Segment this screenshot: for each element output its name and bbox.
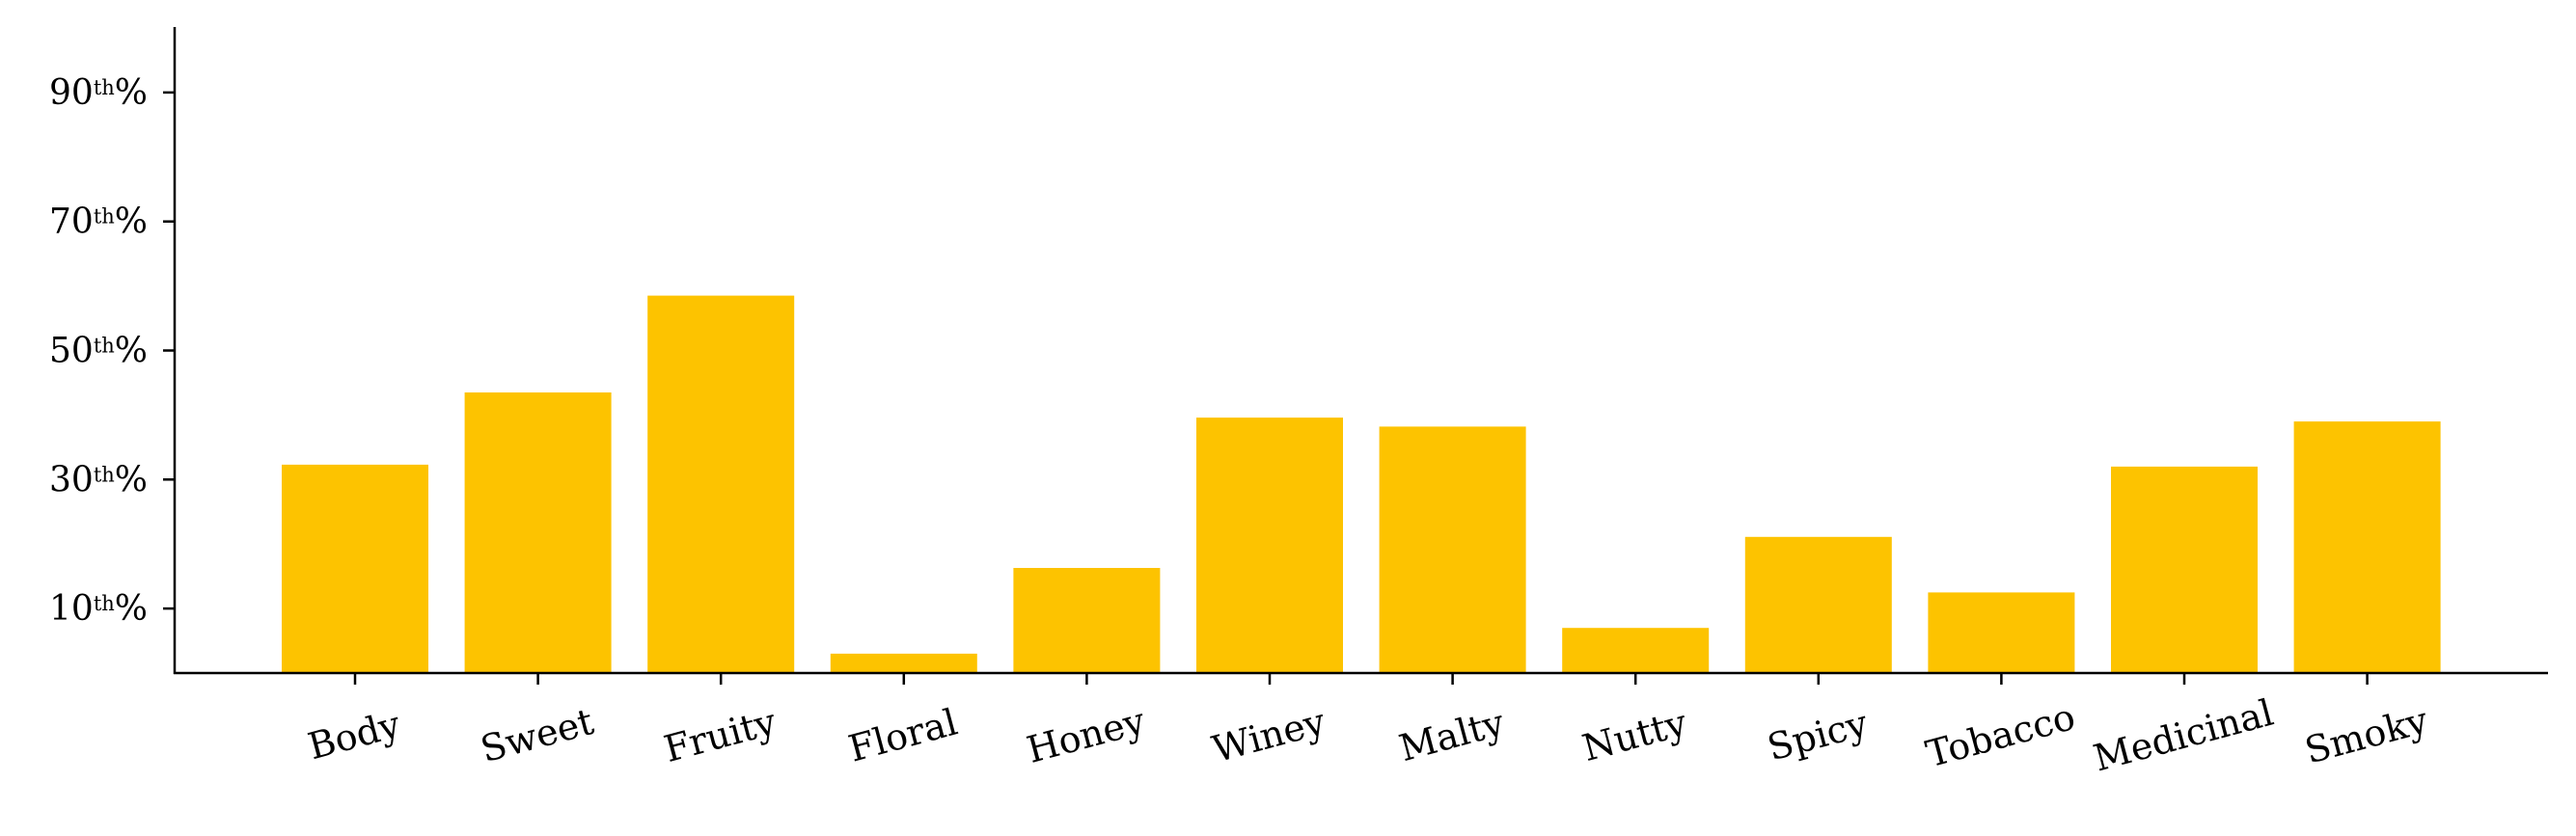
bar-tobacco <box>1928 592 2075 673</box>
y-tick-label: 70th% <box>49 202 148 242</box>
bar-smoky <box>2293 421 2441 673</box>
x-tick-label-fruity: Fruity <box>660 700 781 770</box>
x-tick-label-tobacco: Tobacco <box>1922 695 2080 775</box>
x-tick-label-sweet: Sweet <box>477 700 598 770</box>
bar-medicinal <box>2111 466 2258 673</box>
x-tick-label-spicy: Spicy <box>1763 702 1873 769</box>
bar-fruity <box>647 295 795 673</box>
x-ticks: Body Sweet Fruity Floral Honey Winey Malty Nutt… <box>304 673 2432 780</box>
bar-floral <box>830 653 977 673</box>
y-ticks: 10th% 30th% 50th% 70th% 90th% <box>49 73 175 629</box>
x-tick-label-floral: Floral <box>844 701 962 770</box>
y-tick-label: 90th% <box>49 73 148 113</box>
x-tick-label-smoky: Smoky <box>2300 698 2432 771</box>
bar-spicy <box>1744 536 1892 673</box>
bar-sweet <box>464 392 612 673</box>
x-tick-label-medicinal: Medicinal <box>2089 691 2277 780</box>
bar-winey <box>1196 418 1343 673</box>
x-tick-label-body: Body <box>304 703 405 769</box>
x-tick-label-malty: Malty <box>1395 701 1510 769</box>
bar-malty <box>1379 426 1526 673</box>
bar-nutty <box>1562 628 1710 673</box>
x-tick-label-nutty: Nutty <box>1578 701 1692 769</box>
bar-honey <box>1013 568 1161 673</box>
x-tick-label-winey: Winey <box>1208 700 1330 770</box>
y-tick-label: 50th% <box>49 332 148 371</box>
bars-layer <box>282 295 2441 673</box>
y-tick-label: 10th% <box>49 589 148 629</box>
x-tick-label-honey: Honey <box>1023 699 1150 771</box>
bar-body <box>282 464 428 673</box>
y-tick-label: 30th% <box>49 460 148 499</box>
